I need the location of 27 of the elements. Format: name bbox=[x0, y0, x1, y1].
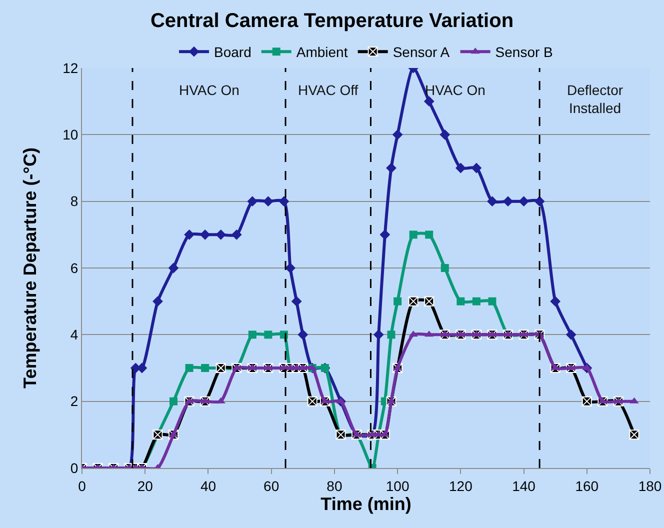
legend-label: Ambient bbox=[296, 44, 348, 60]
legend-label: Sensor A bbox=[392, 44, 450, 60]
legend-label: Board bbox=[214, 44, 252, 60]
y-tick-label: 4 bbox=[70, 326, 78, 343]
x-tick-label: 60 bbox=[264, 478, 280, 494]
y-tick-label: 10 bbox=[62, 126, 78, 143]
legend-label: Sensor B bbox=[495, 44, 553, 60]
y-tick-label: 8 bbox=[70, 193, 78, 210]
chart-title: Central Camera Temperature Variation bbox=[150, 10, 514, 32]
annotation: HVAC Off bbox=[298, 82, 358, 98]
annotation: HVAC On bbox=[425, 82, 486, 98]
y-tick-label: 2 bbox=[70, 393, 78, 410]
annotation: Deflector Installed bbox=[567, 82, 624, 116]
annotation: HVAC On bbox=[179, 82, 240, 98]
y-tick-label: 12 bbox=[62, 60, 78, 76]
x-tick-label: 140 bbox=[512, 478, 536, 494]
x-tick-label: 20 bbox=[137, 478, 154, 494]
x-tick-label: 160 bbox=[575, 478, 599, 494]
x-tick-label: 120 bbox=[448, 478, 473, 494]
x-tick-label: 180 bbox=[638, 478, 662, 494]
y-tick-label: 0 bbox=[70, 460, 78, 476]
x-axis-title: Time (min) bbox=[320, 494, 412, 514]
x-tick-label: 80 bbox=[326, 478, 342, 494]
y-tick-label: 6 bbox=[70, 260, 78, 276]
y-axis-title: Temperature Departure (-°C) bbox=[20, 148, 40, 388]
x-tick-label: 40 bbox=[200, 478, 216, 494]
x-tick-label: 100 bbox=[386, 478, 410, 494]
